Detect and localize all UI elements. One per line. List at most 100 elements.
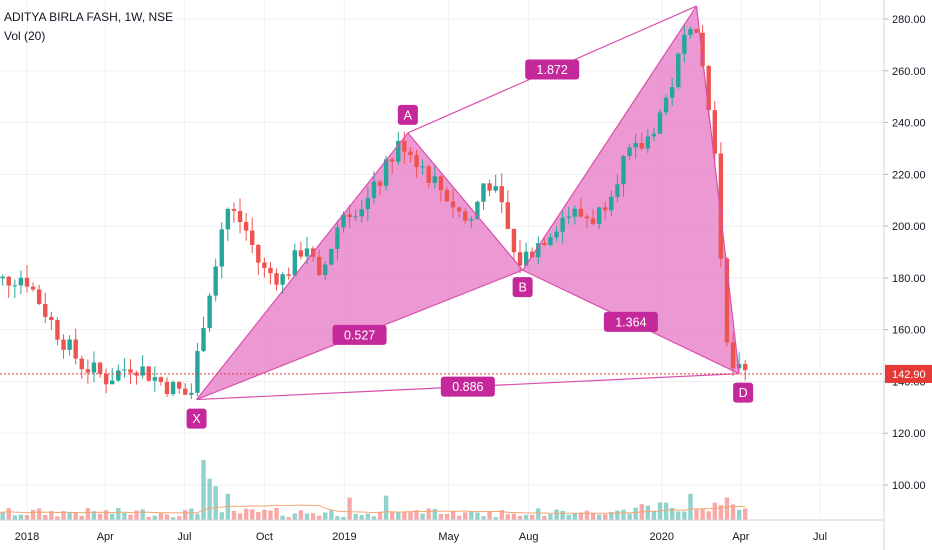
volume-bar [456, 515, 462, 520]
candle-body [85, 369, 91, 373]
volume-bar [243, 508, 249, 520]
candle-body [572, 208, 577, 217]
candle-body [621, 155, 626, 185]
volume-bar [560, 510, 565, 520]
candle-body [682, 34, 687, 54]
current-price-tag: 142.90 [885, 364, 932, 383]
current-price-label: 142.90 [892, 369, 926, 381]
volume-bar [341, 516, 346, 520]
candle-body [164, 382, 170, 395]
candle-body [414, 155, 419, 168]
candle-body [548, 237, 553, 246]
volume-bar [578, 512, 584, 520]
candle-body [170, 382, 176, 395]
candle-body [122, 369, 127, 371]
candle-body [584, 216, 590, 219]
candle-body [152, 377, 158, 381]
candle-body [542, 243, 547, 246]
x-tick-label: May [438, 531, 459, 543]
x-tick-label: 2020 [650, 531, 674, 543]
candle-body [298, 250, 304, 257]
volume-bar [475, 512, 480, 520]
candle-body [463, 211, 468, 221]
candle-body [207, 295, 212, 329]
candle-body [67, 339, 72, 350]
volume-bar [0, 512, 5, 520]
candle-body [195, 351, 200, 393]
y-tick-label: 120.00 [892, 428, 926, 440]
volume-bar [487, 510, 492, 520]
candle-body [103, 373, 109, 385]
volume-bar [183, 510, 188, 520]
candle-body [110, 380, 115, 385]
volume-bar [712, 502, 717, 520]
volume-bar [30, 509, 36, 520]
volume-bar [621, 509, 626, 520]
volume-bar [432, 509, 438, 520]
candle-body [213, 266, 218, 296]
candle-body [402, 140, 407, 152]
volume-bar [24, 515, 30, 520]
candle-body [603, 207, 608, 211]
y-tick-label: 160.00 [892, 325, 926, 337]
candle-body [97, 362, 103, 374]
volume-bar [292, 513, 298, 520]
candle-body [627, 147, 632, 156]
candle-body [73, 339, 78, 359]
volume-bar [676, 511, 681, 520]
x-tick-label: Apr [97, 531, 114, 543]
volume-bar [590, 512, 596, 520]
candle-body [347, 214, 352, 218]
time-axis[interactable]: 2018 Apr Jul Oct 2019 May Aug 2020 Apr Jul [0, 519, 884, 543]
volume-bar [724, 497, 730, 520]
point-label-bg [512, 277, 533, 298]
volume-bar [116, 507, 121, 520]
volume-bar [176, 516, 182, 520]
volume-bar [316, 515, 322, 520]
volume-bar [195, 513, 200, 520]
volume-bar [359, 515, 364, 520]
candle-body [450, 201, 456, 208]
candle-body [36, 289, 42, 305]
volume-bar [505, 514, 511, 520]
candle-body [743, 363, 748, 371]
volume-bar [103, 510, 109, 520]
volume-bar [79, 515, 84, 520]
candle-body [420, 166, 425, 168]
volume-bar [286, 516, 291, 520]
candle-body [657, 112, 663, 134]
candle-body [158, 377, 164, 383]
volume-bar [329, 510, 334, 520]
ratio-labels: 0.527 1.872 1.364 0.886 [332, 59, 658, 397]
candle-body [475, 201, 480, 220]
candle-body [256, 244, 261, 263]
volume-bar [469, 510, 474, 520]
candle-body [578, 208, 584, 217]
candle-body [12, 285, 18, 287]
candle-body [250, 230, 255, 245]
x-tick-label: Oct [256, 531, 273, 543]
ratio-label-bg [525, 59, 580, 80]
price-axis[interactable]: 100.00120.00140.00160.00180.00200.00220.… [883, 0, 926, 550]
volume-bar [304, 513, 310, 520]
volume-indicator-label[interactable]: Vol (20) [4, 29, 46, 43]
candle-body [645, 136, 651, 149]
candle-body [79, 358, 84, 370]
volume-bar [97, 513, 103, 520]
candle-body [469, 219, 474, 221]
candle-body [444, 190, 450, 202]
candle-body [554, 231, 559, 238]
candle-body [493, 186, 498, 191]
volume-bar [67, 512, 72, 520]
volume-bar [18, 514, 24, 520]
candle-body [335, 227, 340, 249]
volume-bar [170, 517, 176, 520]
y-tick-label: 240.00 [892, 118, 926, 130]
volume-pane [0, 460, 748, 520]
symbol-title[interactable]: ADITYA BIRLA FASH, 1W, NSE [4, 10, 174, 24]
volume-bar [189, 508, 194, 520]
pattern-triangle-bcd [522, 6, 740, 374]
volume-bar [450, 511, 456, 520]
candle-body [669, 87, 675, 98]
